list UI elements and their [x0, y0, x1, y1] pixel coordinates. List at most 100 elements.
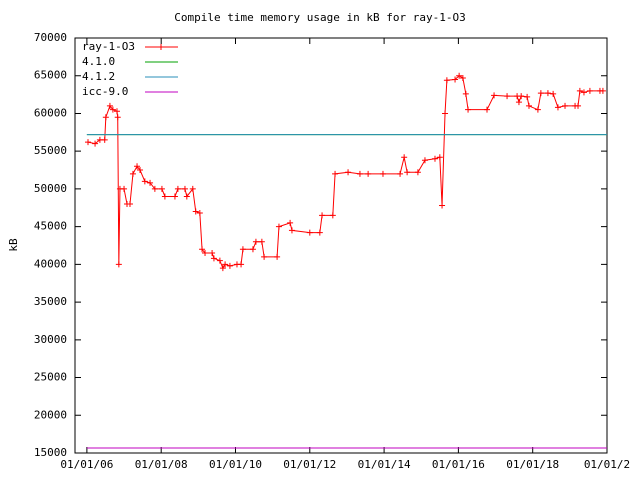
point-marker — [226, 262, 233, 269]
point-marker — [491, 92, 498, 99]
point-marker — [599, 87, 606, 94]
point-marker — [329, 212, 336, 219]
point-marker — [141, 178, 148, 185]
point-marker — [452, 76, 459, 83]
point-marker — [174, 185, 181, 192]
point-marker — [379, 170, 386, 177]
point-marker — [210, 255, 217, 262]
point-marker — [209, 250, 216, 257]
point-marker — [465, 106, 472, 113]
point-marker — [397, 170, 404, 177]
y-tick-label: 35000 — [34, 295, 67, 308]
point-marker — [580, 89, 587, 96]
point-marker — [544, 90, 551, 97]
point-marker — [114, 114, 121, 121]
point-marker — [431, 155, 438, 162]
x-tick-label: 01/01/10 — [209, 458, 262, 471]
point-marker — [222, 261, 229, 268]
point-marker — [537, 90, 544, 97]
point-marker — [121, 185, 128, 192]
point-marker — [525, 102, 532, 109]
point-marker — [238, 261, 245, 268]
point-marker — [101, 136, 108, 143]
legend-marker — [158, 44, 164, 50]
point-marker — [414, 169, 421, 176]
point-marker — [216, 257, 223, 264]
point-marker — [287, 219, 294, 226]
point-marker — [129, 170, 136, 177]
chart-title: Compile time memory usage in kB for ray-… — [174, 11, 465, 24]
y-tick-label: 60000 — [34, 106, 67, 119]
point-marker — [147, 179, 154, 186]
point-marker — [462, 90, 469, 97]
point-marker — [183, 193, 190, 200]
legend-label: 4.1.0 — [82, 55, 115, 68]
y-tick-label: 65000 — [34, 69, 67, 82]
point-marker — [249, 246, 256, 253]
point-marker — [404, 169, 411, 176]
point-marker — [484, 106, 491, 113]
point-marker — [345, 169, 352, 176]
point-marker — [288, 227, 295, 234]
x-tick-label: 01/01/18 — [506, 458, 559, 471]
x-tick-label: 01/01/12 — [283, 458, 336, 471]
point-marker — [586, 87, 593, 94]
point-marker — [306, 229, 313, 236]
point-marker — [275, 223, 282, 230]
point-marker — [115, 261, 122, 268]
point-marker — [126, 201, 133, 207]
x-tick-label: 01/01/2 — [584, 458, 630, 471]
point-marker — [137, 167, 144, 174]
point-marker — [356, 170, 363, 177]
x-tick-label: 01/01/14 — [358, 458, 411, 471]
x-tick-label: 01/01/06 — [60, 458, 113, 471]
point-marker — [92, 140, 99, 147]
point-marker — [181, 185, 188, 192]
point-marker — [199, 246, 206, 253]
y-tick-label: 70000 — [34, 31, 67, 44]
y-tick-label: 50000 — [34, 182, 67, 195]
legend-label: icc-9.0 — [82, 85, 128, 98]
point-marker — [252, 238, 259, 245]
point-marker — [439, 202, 446, 209]
point-marker — [562, 102, 569, 109]
y-tick-label: 55000 — [34, 144, 67, 157]
point-marker — [85, 139, 92, 146]
point-marker — [365, 170, 372, 177]
y-axis-label: kB — [7, 238, 20, 252]
legend-label: 4.1.2 — [82, 70, 115, 83]
point-marker — [534, 106, 541, 113]
point-marker — [459, 74, 466, 81]
y-tick-label: 30000 — [34, 333, 67, 346]
x-tick-label: 01/01/08 — [135, 458, 188, 471]
point-marker — [239, 246, 246, 253]
point-marker — [171, 193, 178, 200]
point-marker — [202, 250, 209, 257]
point-marker — [401, 154, 408, 161]
point-marker — [258, 238, 265, 245]
point-marker — [443, 77, 450, 84]
y-tick-label: 20000 — [34, 408, 67, 421]
y-tick-label: 40000 — [34, 257, 67, 270]
point-marker — [196, 210, 203, 217]
point-marker — [134, 163, 141, 170]
point-marker — [151, 185, 158, 192]
point-marker — [261, 253, 268, 260]
point-marker — [515, 99, 522, 106]
point-marker — [504, 93, 511, 100]
point-marker — [524, 93, 531, 100]
point-marker — [274, 253, 281, 260]
point-marker — [576, 87, 583, 94]
y-tick-label: 45000 — [34, 220, 67, 233]
point-marker — [113, 108, 120, 115]
x-tick-label: 01/01/16 — [432, 458, 485, 471]
point-marker — [189, 185, 196, 192]
point-marker — [442, 110, 449, 117]
point-marker — [575, 102, 582, 109]
point-marker — [316, 229, 323, 236]
point-marker — [554, 104, 561, 111]
point-marker — [319, 212, 326, 219]
legend-label: ray-1-O3 — [82, 40, 135, 53]
